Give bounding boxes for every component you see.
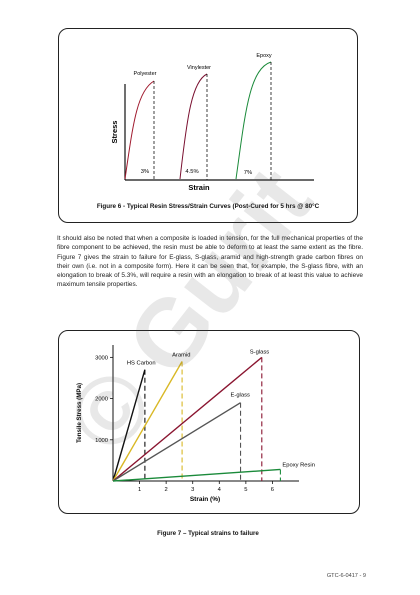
page-footer: GTC-6-0417 - 9 (326, 573, 366, 579)
hs-carbon-line (112, 369, 146, 482)
e-glass-line (112, 402, 241, 482)
epoxy-resin-line (112, 468, 281, 482)
figure-6-chart: Stress Strain Polyester 3% Vinylester 4.… (110, 53, 314, 192)
vinylester-label: Vinylester (187, 65, 211, 71)
polyester-label: Polyester (134, 71, 157, 77)
y-tick-label: 1000 (95, 438, 108, 444)
polyester-curve (124, 80, 155, 180)
aramid-line (112, 361, 183, 482)
figure-7-caption: Figure 7 – Typical strains to failure (157, 530, 259, 537)
fig7-y-label: Tensile Stress (MPa) (76, 383, 83, 443)
x-tick-label: 6 (271, 487, 274, 493)
hs-carbon-label: HS Carbon (127, 361, 156, 367)
fig6-y-label: Stress (110, 121, 119, 144)
figure-7-frame: Tensile Stress (MPa) Strain (%) 1 2 3 4 5 6 10… (58, 330, 360, 514)
x-tick-label: 1 (138, 487, 141, 493)
body-paragraph: It should also be noted that when a comp… (57, 235, 363, 289)
y-tick-label: 3000 (95, 355, 108, 361)
x-tick-label: 4 (218, 487, 222, 493)
polyester-strain: 3% (141, 169, 149, 175)
epoxy-resin-label: Epoxy Resin (282, 462, 315, 468)
x-tick-label: 3 (191, 487, 194, 493)
fig6-x-label: Strain (188, 183, 210, 192)
e-glass-label: E-glass (231, 393, 250, 399)
figure-6-caption: Figure 6 - Typical Resin Stress/Strain C… (96, 203, 320, 210)
epoxy-curve (235, 61, 272, 180)
y-tick-label: 2000 (95, 397, 108, 403)
vinylester-strain: 4.5% (185, 169, 198, 175)
s-glass-line (112, 356, 263, 482)
vinylester-curve (179, 73, 208, 180)
epoxy-strain: 7% (244, 170, 252, 176)
figure-6-frame: Stress Strain Polyester 3% Vinylester 4.… (58, 28, 358, 223)
x-tick-label: 5 (244, 487, 247, 493)
s-glass-label: S-glass (250, 349, 269, 355)
aramid-label: Aramid (172, 352, 190, 358)
x-tick-label: 2 (165, 487, 168, 493)
epoxy-label: Epoxy (256, 53, 272, 59)
fig7-x-label: Strain (%) (190, 496, 220, 503)
figure-7-chart: Tensile Stress (MPa) Strain (%) 1 2 3 4 5 6 10… (76, 345, 315, 503)
